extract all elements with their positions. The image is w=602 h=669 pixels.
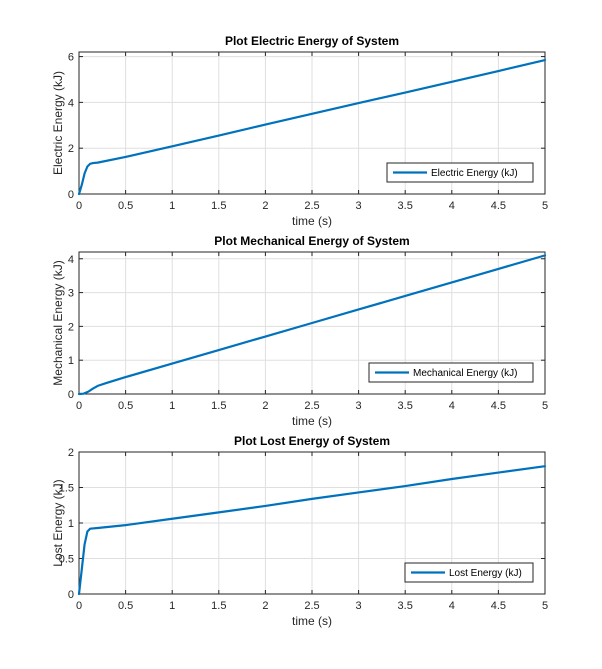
mechanical-y-axis-label: Mechanical Energy (kJ) xyxy=(51,260,65,385)
lost-x-axis-label: time (s) xyxy=(292,614,332,628)
electric-y-tick-label: 0 xyxy=(68,189,74,201)
mechanical-legend-label: Mechanical Energy (kJ) xyxy=(413,368,517,379)
lost-y-tick-label: 0 xyxy=(68,589,74,601)
mechanical-energy-plot: 0 0.5 1 1.5 2 2.5 3 3.5 4 4.5 5 0 1 2 3 4 Plot Mechanica… xyxy=(51,234,548,428)
lost-x-tick-label: 2.5 xyxy=(304,600,319,612)
mechanical-x-tick-label: 3.5 xyxy=(398,400,413,412)
lost-legend-box xyxy=(404,562,534,583)
lost-x-tick-label: 1 xyxy=(169,600,175,612)
lost-x-tick-label: 5 xyxy=(542,600,548,612)
electric-x-tick-label: 2.5 xyxy=(304,200,319,212)
mechanical-energy-line xyxy=(77,254,547,396)
electric-axes-box xyxy=(78,51,546,195)
lost-energy-line xyxy=(77,465,547,596)
mechanical-x-tick-label: 5 xyxy=(542,400,548,412)
electric-legend: Electric Energy (kJ) xyxy=(386,162,534,183)
electric-x-tick-label: 1.5 xyxy=(211,200,226,212)
lost-y-tick-label: 0.5 xyxy=(59,554,74,566)
mechanical-y-tick-label: 2 xyxy=(68,321,74,333)
electric-legend-label: Electric Energy (kJ) xyxy=(431,168,518,179)
lost-y-axis-label: Lost Energy (kJ) xyxy=(51,479,65,566)
lost-y-tick-label: 2 xyxy=(68,447,74,459)
lost-y-tick-label: 1 xyxy=(68,518,74,530)
lost-legend-label: Lost Energy (kJ) xyxy=(449,568,522,579)
electric-y-tick-label: 6 xyxy=(68,52,74,64)
electric-x-tick-label: 2 xyxy=(262,200,268,212)
lost-x-tick-label: 0 xyxy=(76,600,82,612)
mechanical-x-tick-label: 2.5 xyxy=(304,400,319,412)
lost-x-tick-label: 4.5 xyxy=(491,600,506,612)
lost-x-tick-label: 0.5 xyxy=(118,600,133,612)
electric-x-tick-label: 5 xyxy=(542,200,548,212)
electric-x-tick-label: 3.5 xyxy=(398,200,413,212)
mechanical-legend: Mechanical Energy (kJ) xyxy=(368,362,534,383)
mechanical-chart-title: Plot Mechanical Energy of System xyxy=(214,234,409,248)
mechanical-x-tick-label: 4.5 xyxy=(491,400,506,412)
lost-x-tick-label: 3.5 xyxy=(398,600,413,612)
electric-x-tick-label: 4 xyxy=(449,200,455,212)
mechanical-y-tick-label: 3 xyxy=(68,288,74,300)
mechanical-x-tick-label: 4 xyxy=(449,400,455,412)
mechanical-x-tick-label: 1 xyxy=(169,400,175,412)
electric-y-tick-label: 2 xyxy=(68,143,74,155)
mechanical-x-axis-label: time (s) xyxy=(292,414,332,428)
mechanical-y-tick-label: 0 xyxy=(68,389,74,401)
electric-x-tick-label: 3 xyxy=(356,200,362,212)
electric-energy-plot: 0 0.5 1 1.5 2 2.5 3 3.5 4 4.5 5 0 2 4 6 Plot Electric E… xyxy=(51,34,548,228)
electric-x-axis-label: time (s) xyxy=(292,214,332,228)
mechanical-axes-box xyxy=(78,251,546,395)
lost-y-tick-label: 1.5 xyxy=(59,483,74,495)
lost-legend: Lost Energy (kJ) xyxy=(404,562,534,583)
electric-y-tick-label: 4 xyxy=(68,97,74,109)
electric-chart-title: Plot Electric Energy of System xyxy=(225,34,399,48)
lost-x-tick-label: 1.5 xyxy=(211,600,226,612)
lost-energy-plot: 0 0.5 1 1.5 2 2.5 3 3.5 4 4.5 5 0 0.5 1 1.5 2 Plot Lost … xyxy=(51,434,548,628)
electric-energy-line xyxy=(77,58,547,196)
mechanical-y-tick-label: 1 xyxy=(68,355,74,367)
lost-x-tick-label: 4 xyxy=(449,600,455,612)
mechanical-x-tick-label: 2 xyxy=(262,400,268,412)
electric-x-tick-label: 0.5 xyxy=(118,200,133,212)
electric-y-axis-label: Electric Energy (kJ) xyxy=(51,71,65,175)
mechanical-x-tick-label: 1.5 xyxy=(211,400,226,412)
electric-legend-box xyxy=(386,162,534,183)
electric-x-tick-label: 0 xyxy=(76,200,82,212)
electric-x-tick-label: 1 xyxy=(169,200,175,212)
mechanical-legend-box xyxy=(368,362,534,383)
lost-chart-title: Plot Lost Energy of System xyxy=(234,434,390,448)
lost-x-tick-label: 2 xyxy=(262,600,268,612)
electric-x-tick-label: 4.5 xyxy=(491,200,506,212)
mechanical-x-tick-label: 0 xyxy=(76,400,82,412)
mechanical-x-tick-label: 3 xyxy=(356,400,362,412)
lost-x-tick-label: 3 xyxy=(356,600,362,612)
lost-axes-box xyxy=(78,451,546,595)
mechanical-x-tick-label: 0.5 xyxy=(118,400,133,412)
mechanical-y-tick-label: 4 xyxy=(68,254,74,266)
